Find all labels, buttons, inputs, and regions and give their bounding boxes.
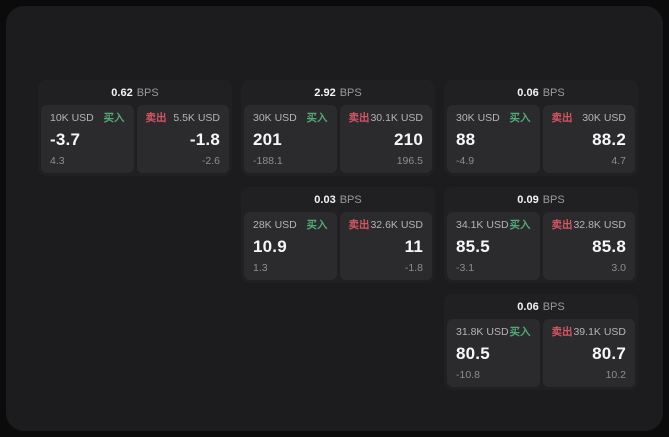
bps-value: 0.03 bbox=[314, 193, 336, 206]
sell-panel[interactable]: 卖出 39.1K USD 80.7 10.2 bbox=[542, 319, 635, 387]
buy-panel[interactable]: 30K USD 买入 201 -188.1 bbox=[244, 105, 337, 173]
main-panel: 0.62 BPS 10K USD 买入 -3.7 4.3 卖出 5.5K USD bbox=[6, 6, 663, 431]
buy-panel[interactable]: 34.1K USD 买入 85.5 -3.1 bbox=[447, 212, 540, 280]
buy-side-label: 买入 bbox=[103, 112, 125, 124]
sell-side-label: 卖出 bbox=[348, 219, 370, 231]
buy-price: 80.5 bbox=[456, 344, 490, 363]
bps-unit-label: BPS bbox=[542, 193, 565, 206]
sell-change: 10.2 bbox=[605, 368, 626, 381]
card-body: 31.8K USD 买入 80.5 -10.8 卖出 39.1K USD 80.… bbox=[444, 319, 638, 390]
buy-price: 88 bbox=[456, 130, 476, 149]
buy-price: 85.5 bbox=[456, 237, 490, 256]
sell-amount: 32.8K USD bbox=[573, 219, 626, 231]
sell-change: 4.7 bbox=[611, 154, 626, 167]
sell-panel[interactable]: 卖出 30.1K USD 210 196.5 bbox=[339, 105, 432, 173]
buy-panel[interactable]: 10K USD 买入 -3.7 4.3 bbox=[41, 105, 134, 173]
quote-card-2[interactable]: 2.92 BPS 30K USD 买入 201 -188.1 卖出 30.1K … bbox=[241, 80, 435, 176]
card-body: 30K USD 买入 88 -4.9 卖出 30K USD 88.2 4.7 bbox=[444, 105, 638, 176]
buy-side-label: 买入 bbox=[509, 219, 531, 231]
buy-change: -188.1 bbox=[253, 154, 283, 167]
bps-unit-label: BPS bbox=[136, 86, 159, 99]
sell-price: 80.7 bbox=[592, 344, 626, 363]
buy-amount: 10K USD bbox=[50, 112, 94, 124]
buy-side-label: 买入 bbox=[509, 326, 531, 338]
buy-amount: 30K USD bbox=[456, 112, 500, 124]
sell-side-label: 卖出 bbox=[348, 112, 370, 124]
bps-unit-label: BPS bbox=[542, 300, 565, 313]
bps-value: 0.09 bbox=[517, 193, 539, 206]
bps-value: 0.06 bbox=[517, 86, 539, 99]
sell-side-label: 卖出 bbox=[551, 112, 573, 124]
buy-change: -3.1 bbox=[456, 261, 475, 274]
card-body: 10K USD 买入 -3.7 4.3 卖出 5.5K USD -1.8 -2.… bbox=[38, 105, 232, 176]
sell-amount: 32.6K USD bbox=[370, 219, 423, 231]
bps-value: 0.62 bbox=[111, 86, 133, 99]
bps-unit-label: BPS bbox=[339, 86, 362, 99]
buy-change: -10.8 bbox=[456, 368, 480, 381]
sell-panel[interactable]: 卖出 32.8K USD 85.8 3.0 bbox=[542, 212, 635, 280]
sell-change: -2.6 bbox=[201, 154, 220, 167]
sell-change: -1.8 bbox=[404, 261, 423, 274]
sell-price: 85.8 bbox=[592, 237, 626, 256]
sell-side-label: 卖出 bbox=[145, 112, 167, 124]
quote-card-6[interactable]: 0.06 BPS 31.8K USD 买入 80.5 -10.8 卖出 39.1… bbox=[444, 294, 638, 390]
sell-change: 196.5 bbox=[396, 154, 423, 167]
buy-price: -3.7 bbox=[50, 130, 81, 149]
bps-header: 0.06 BPS bbox=[444, 80, 638, 105]
bps-header: 0.06 BPS bbox=[444, 294, 638, 319]
sell-amount: 5.5K USD bbox=[173, 112, 220, 124]
bps-unit-label: BPS bbox=[542, 86, 565, 99]
card-body: 30K USD 买入 201 -188.1 卖出 30.1K USD 210 1… bbox=[241, 105, 435, 176]
sell-price: 88.2 bbox=[592, 130, 626, 149]
quote-card-5[interactable]: 0.09 BPS 34.1K USD 买入 85.5 -3.1 卖出 32.8K… bbox=[444, 187, 638, 283]
sell-side-label: 卖出 bbox=[551, 326, 573, 338]
buy-amount: 31.8K USD bbox=[456, 326, 509, 338]
buy-change: 1.3 bbox=[253, 261, 268, 274]
buy-panel[interactable]: 30K USD 买入 88 -4.9 bbox=[447, 105, 540, 173]
buy-amount: 30K USD bbox=[253, 112, 297, 124]
card-body: 28K USD 买入 10.9 1.3 卖出 32.6K USD 11 -1.8 bbox=[241, 212, 435, 283]
card-body: 34.1K USD 买入 85.5 -3.1 卖出 32.8K USD 85.8… bbox=[444, 212, 638, 283]
sell-side-label: 卖出 bbox=[551, 219, 573, 231]
bps-unit-label: BPS bbox=[339, 193, 362, 206]
sell-price: 11 bbox=[404, 237, 423, 256]
quote-card-3[interactable]: 0.06 BPS 30K USD 买入 88 -4.9 卖出 30K USD bbox=[444, 80, 638, 176]
buy-change: -4.9 bbox=[456, 154, 475, 167]
sell-price: 210 bbox=[394, 130, 423, 149]
sell-panel[interactable]: 卖出 32.6K USD 11 -1.8 bbox=[339, 212, 432, 280]
buy-amount: 28K USD bbox=[253, 219, 297, 231]
buy-amount: 34.1K USD bbox=[456, 219, 509, 231]
buy-price: 201 bbox=[253, 130, 282, 149]
sell-panel[interactable]: 卖出 30K USD 88.2 4.7 bbox=[542, 105, 635, 173]
bps-header: 2.92 BPS bbox=[241, 80, 435, 105]
bps-value: 2.92 bbox=[314, 86, 336, 99]
sell-amount: 39.1K USD bbox=[573, 326, 626, 338]
quote-card-1[interactable]: 0.62 BPS 10K USD 买入 -3.7 4.3 卖出 5.5K USD bbox=[38, 80, 232, 176]
bps-value: 0.06 bbox=[517, 300, 539, 313]
sell-panel[interactable]: 卖出 5.5K USD -1.8 -2.6 bbox=[136, 105, 229, 173]
buy-price: 10.9 bbox=[253, 237, 287, 256]
sell-amount: 30K USD bbox=[582, 112, 626, 124]
sell-price: -1.8 bbox=[189, 130, 220, 149]
bps-header: 0.03 BPS bbox=[241, 187, 435, 212]
sell-change: 3.0 bbox=[611, 261, 626, 274]
buy-side-label: 买入 bbox=[306, 219, 328, 231]
quote-card-grid: 0.62 BPS 10K USD 买入 -3.7 4.3 卖出 5.5K USD bbox=[38, 80, 638, 390]
buy-panel[interactable]: 28K USD 买入 10.9 1.3 bbox=[244, 212, 337, 280]
buy-side-label: 买入 bbox=[509, 112, 531, 124]
bps-header: 0.09 BPS bbox=[444, 187, 638, 212]
bps-header: 0.62 BPS bbox=[38, 80, 232, 105]
quote-card-4[interactable]: 0.03 BPS 28K USD 买入 10.9 1.3 卖出 32.6K US… bbox=[241, 187, 435, 283]
buy-side-label: 买入 bbox=[306, 112, 328, 124]
buy-change: 4.3 bbox=[50, 154, 65, 167]
buy-panel[interactable]: 31.8K USD 买入 80.5 -10.8 bbox=[447, 319, 540, 387]
sell-amount: 30.1K USD bbox=[370, 112, 423, 124]
